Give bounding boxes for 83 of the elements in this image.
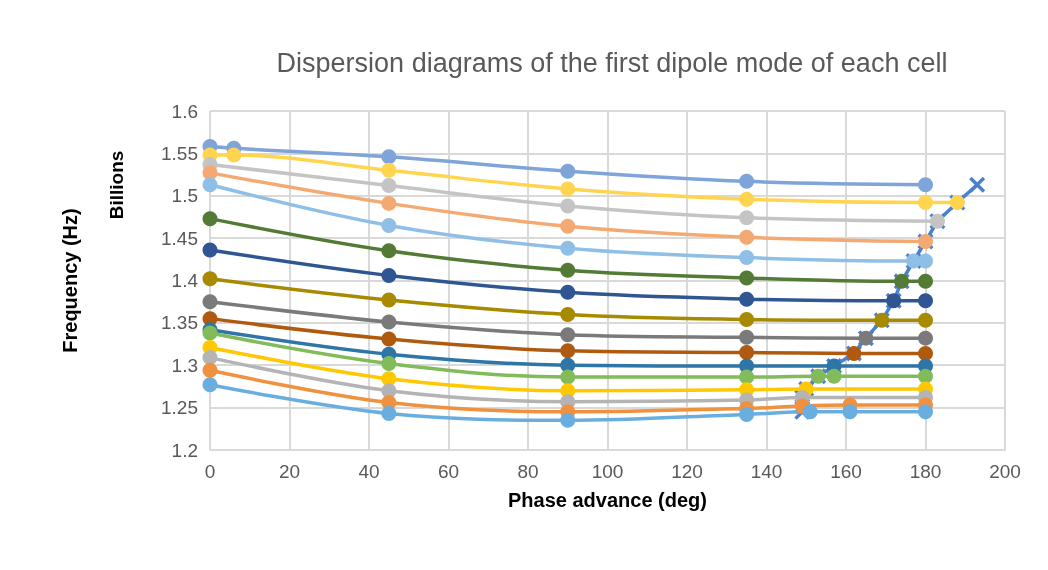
point (381, 178, 397, 194)
point (560, 327, 576, 343)
point (739, 191, 755, 207)
text: Billions (105, 150, 127, 220)
y-tick-label: 1.55 (161, 142, 198, 164)
point (560, 198, 576, 214)
x-tick-label: 20 (278, 461, 301, 482)
point (381, 243, 397, 259)
point (560, 412, 576, 428)
point (202, 350, 218, 366)
point (739, 250, 755, 266)
y-tick-label: 1.6 (171, 100, 198, 122)
point (560, 163, 576, 179)
point (918, 195, 933, 211)
point (560, 240, 576, 256)
y-tick-label: 1.2 (171, 439, 198, 461)
point (202, 242, 218, 258)
point (381, 162, 397, 178)
y-tick-label: 1.25 (161, 397, 198, 419)
point (560, 369, 576, 385)
point (381, 267, 397, 283)
point (739, 173, 755, 189)
point (739, 291, 755, 307)
point (202, 362, 218, 378)
chart-title: Dispersion diagrams of the first dipole mode of each cell (276, 47, 948, 78)
point (739, 311, 755, 327)
point (381, 217, 397, 233)
point (826, 368, 842, 384)
x-tick-label: 80 (517, 461, 539, 482)
x-tick-label: 120 (671, 461, 703, 482)
point (918, 312, 933, 328)
x-tick-label: 200 (989, 461, 1021, 482)
point (739, 406, 755, 422)
point (381, 406, 397, 422)
x-tick-label: 40 (358, 461, 380, 482)
point (560, 181, 576, 197)
x-tick-label: 160 (830, 461, 862, 482)
point (381, 331, 397, 347)
point (381, 149, 397, 165)
point (739, 210, 755, 226)
point (560, 306, 576, 322)
point (560, 343, 576, 359)
point (202, 271, 218, 287)
point (202, 177, 218, 193)
point (842, 404, 858, 420)
point (969, 176, 986, 193)
point (918, 293, 933, 309)
point (918, 177, 933, 193)
point (560, 218, 576, 234)
x-tick-label: 0 (204, 461, 216, 482)
x-axis-title: Phase advance (deg) (508, 489, 707, 511)
point (381, 356, 397, 372)
point (381, 292, 397, 308)
point (918, 253, 933, 269)
point (739, 329, 755, 345)
point (202, 294, 218, 310)
x-tick-label: 60 (437, 461, 460, 482)
point (739, 229, 755, 245)
point (560, 284, 576, 300)
point (918, 345, 933, 361)
point (918, 404, 933, 420)
point (226, 147, 242, 163)
x-tick-label: 180 (909, 461, 942, 482)
point (560, 262, 576, 278)
y-tick-label: 1.4 (171, 270, 199, 291)
point (739, 345, 755, 361)
point (918, 368, 933, 384)
y-tick-label: 1.3 (171, 354, 198, 376)
point (918, 330, 933, 346)
point (202, 377, 218, 393)
y-tick-label: 1.35 (161, 312, 198, 334)
y-tick-label: 1.5 (171, 185, 198, 207)
point (739, 369, 755, 385)
point (802, 404, 818, 420)
y-axis-title: Frequency (Hz) (59, 208, 81, 353)
point (381, 314, 397, 330)
point (739, 270, 755, 286)
y-tick-label: 1.45 (161, 227, 198, 249)
point (381, 195, 397, 211)
point (918, 273, 933, 289)
point (202, 211, 218, 227)
x-tick-label: 140 (750, 461, 783, 482)
x-tick-label: 100 (591, 461, 624, 482)
